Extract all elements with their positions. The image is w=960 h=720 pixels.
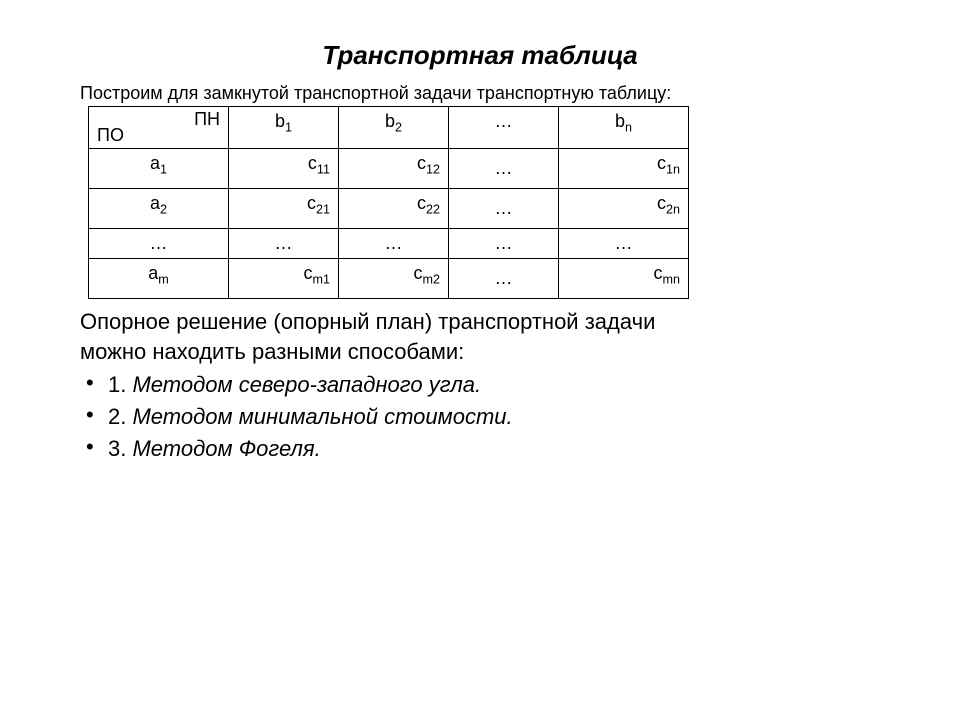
table-cell-dots: …	[449, 149, 559, 189]
table-cell: cm2	[339, 259, 449, 299]
cell-base: …	[275, 233, 293, 253]
list-item: 3. Методом Фогеля.	[84, 436, 880, 462]
cell-sub: 21	[316, 203, 330, 217]
cell-base: …	[495, 198, 513, 218]
table-row: am cm1 cm2 … cmn	[89, 259, 689, 299]
cell-base: c	[657, 193, 666, 213]
table-cell: cm1	[229, 259, 339, 299]
col-header-sub: n	[625, 121, 632, 135]
list-item-text: Методом северо-западного угла.	[132, 372, 481, 397]
cell-base: c	[417, 193, 426, 213]
list-item-text: Методом минимальной стоимости.	[132, 404, 512, 429]
body-text-line1: Опорное решение (опорный план) транспорт…	[80, 309, 655, 334]
methods-list: 1. Методом северо-западного угла. 2. Мет…	[80, 372, 880, 462]
row-label-base: a	[150, 193, 160, 213]
table-cell-dots: …	[449, 189, 559, 229]
list-item-prefix: 2.	[108, 404, 132, 429]
table-cell: c11	[229, 149, 339, 189]
cell-base: …	[495, 233, 513, 253]
col-header: bn	[559, 107, 689, 149]
cell-base: c	[307, 193, 316, 213]
cell-sub: m2	[423, 273, 441, 287]
table-cell-dots: …	[339, 229, 449, 259]
row-label: a1	[89, 149, 229, 189]
cell-sub: m1	[313, 273, 331, 287]
row-label-base: …	[150, 233, 168, 253]
col-header: b2	[339, 107, 449, 149]
cell-base: …	[385, 233, 403, 253]
table-row: a2 c21 c22 … c2n	[89, 189, 689, 229]
col-header-base: b	[275, 111, 285, 131]
col-header: …	[449, 107, 559, 149]
corner-label-po: ПО	[97, 125, 124, 146]
table-cell-dots: …	[449, 229, 559, 259]
slide-page: Транспортная таблица Построим для замкну…	[0, 0, 960, 720]
list-item-prefix: 1.	[108, 372, 132, 397]
cell-sub: mn	[663, 273, 681, 287]
intro-text: Построим для замкнутой транспортной зада…	[80, 83, 880, 104]
list-item-text: Методом Фогеля.	[132, 436, 320, 461]
list-item: 1. Методом северо-западного угла.	[84, 372, 880, 398]
cell-sub: 12	[426, 163, 440, 177]
cell-base: c	[657, 153, 666, 173]
table-cell: c21	[229, 189, 339, 229]
cell-base: …	[615, 233, 633, 253]
cell-base: …	[495, 268, 513, 288]
list-item-prefix: 3.	[108, 436, 132, 461]
table-cell-dots: …	[449, 259, 559, 299]
table-cell: c1n	[559, 149, 689, 189]
list-item: 2. Методом минимальной стоимости.	[84, 404, 880, 430]
table-cell: c22	[339, 189, 449, 229]
corner-label-pn: ПН	[194, 109, 220, 130]
body-text-line2: можно находить разными способами:	[80, 339, 464, 364]
cell-base: c	[304, 263, 313, 283]
row-label: am	[89, 259, 229, 299]
cell-base: …	[495, 158, 513, 178]
row-label: …	[89, 229, 229, 259]
table-cell: c2n	[559, 189, 689, 229]
row-label-sub: 1	[160, 163, 167, 177]
row-label: a2	[89, 189, 229, 229]
transport-table: ПН ПО b1 b2 … bn a1 c11 c12 … c1n	[88, 106, 689, 299]
cell-base: c	[414, 263, 423, 283]
cell-base: c	[654, 263, 663, 283]
col-header-base: …	[495, 111, 513, 131]
page-title: Транспортная таблица	[80, 40, 880, 71]
row-label-sub: m	[158, 273, 169, 287]
body-text: Опорное решение (опорный план) транспорт…	[80, 307, 880, 366]
cell-sub: 2n	[666, 203, 680, 217]
cell-base: c	[308, 153, 317, 173]
table-cell: c12	[339, 149, 449, 189]
cell-base: c	[417, 153, 426, 173]
table-header-row: ПН ПО b1 b2 … bn	[89, 107, 689, 149]
col-header-sub: 2	[395, 121, 402, 135]
table-cell-dots: …	[229, 229, 339, 259]
col-header-base: b	[615, 111, 625, 131]
cell-sub: 22	[426, 203, 440, 217]
table-row-ellipsis: … … … … …	[89, 229, 689, 259]
row-label-sub: 2	[160, 203, 167, 217]
table-row: a1 c11 c12 … c1n	[89, 149, 689, 189]
col-header-base: b	[385, 111, 395, 131]
table-cell: cmn	[559, 259, 689, 299]
row-label-base: a	[150, 153, 160, 173]
cell-sub: 11	[317, 163, 330, 177]
table-cell-dots: …	[559, 229, 689, 259]
col-header: b1	[229, 107, 339, 149]
row-label-base: a	[148, 263, 158, 283]
col-header-sub: 1	[285, 121, 292, 135]
cell-sub: 1n	[666, 163, 680, 177]
corner-cell: ПН ПО	[89, 107, 229, 149]
